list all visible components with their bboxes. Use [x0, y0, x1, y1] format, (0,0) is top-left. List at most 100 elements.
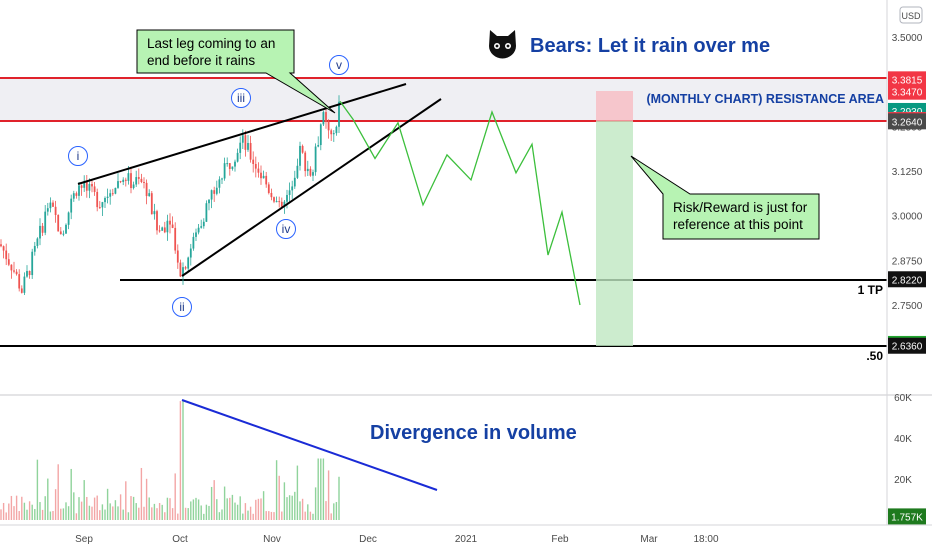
volume-bar — [239, 496, 241, 520]
candle-body — [124, 179, 127, 181]
candle-body — [46, 208, 49, 212]
volume-bar — [283, 482, 286, 520]
price-flag-box — [888, 113, 926, 130]
candle-body — [41, 225, 44, 233]
candle-body — [28, 270, 31, 276]
price-tick-label: 3.0000 — [892, 212, 923, 223]
volume-bar — [338, 476, 340, 520]
volume-bar — [192, 499, 195, 520]
volume-bar — [213, 480, 215, 520]
candle-body — [44, 211, 47, 233]
candle-body — [249, 142, 252, 160]
candle-body — [338, 101, 340, 127]
volume-bar — [36, 459, 39, 520]
volume-bar — [216, 499, 218, 520]
wave-label-i-text: i — [77, 149, 80, 163]
volume-bar — [229, 497, 231, 520]
candle-body — [286, 194, 288, 202]
wave-note-line-2: end before it rains — [147, 53, 255, 68]
candle-body — [72, 193, 75, 199]
candle-body — [101, 202, 104, 208]
volume-bar — [234, 502, 236, 520]
candle-body — [330, 130, 333, 135]
candle-body — [109, 193, 112, 197]
price-flag-label: 3.3470 — [892, 88, 923, 99]
candle-body — [221, 178, 223, 180]
time-axis[interactable]: Sep Oct Nov Dec 2021 Feb Mar 18:00 — [75, 534, 719, 545]
volume-bar — [273, 512, 275, 520]
volume-bar — [145, 478, 148, 520]
volume-axis[interactable]: 60K 40K 20K 1.757K — [888, 393, 926, 525]
candle-body — [54, 206, 57, 215]
volume-bar — [221, 509, 223, 520]
wave-label-iii: iii — [231, 88, 251, 108]
candle-body — [223, 163, 226, 179]
candle-body — [59, 231, 62, 235]
candle-body — [114, 187, 117, 194]
wave-label-ii-text: ii — [179, 300, 184, 314]
rr-note-callout[interactable]: Risk/Reward is just for reference at thi… — [630, 155, 820, 240]
volume-bar — [255, 499, 257, 520]
price-flag-label: 3.2640 — [892, 117, 923, 128]
volume-tick-label: 40K — [894, 434, 912, 445]
candle-body — [70, 198, 73, 213]
volume-bar — [114, 500, 117, 520]
volume-bar — [296, 465, 299, 520]
projection-path[interactable] — [339, 100, 581, 306]
volume-bar — [249, 506, 252, 520]
volume-divergence-line[interactable] — [181, 399, 438, 491]
currency-badge[interactable] — [899, 6, 923, 24]
wave-note-line-1: Last leg coming to an — [147, 36, 275, 51]
candle-body — [2, 246, 5, 251]
reward-box[interactable] — [596, 121, 633, 346]
candle-body — [270, 192, 273, 198]
volume-bar — [83, 480, 85, 520]
volume-tick-label: 60K — [894, 393, 912, 404]
volume-bar — [252, 513, 254, 520]
volume-bar — [130, 496, 132, 520]
volume-bar — [125, 481, 127, 520]
tp1-label: 1 TP — [858, 283, 883, 297]
wedge-lower-line[interactable] — [181, 98, 442, 277]
candle-body — [158, 230, 161, 232]
volume-bar — [119, 494, 122, 520]
candle-body — [0, 244, 2, 247]
volume-bar — [143, 506, 145, 520]
volume-bar — [52, 511, 54, 520]
candle-body — [278, 201, 281, 203]
volume-bar — [325, 501, 327, 520]
candle-body — [127, 173, 130, 181]
volume-bar — [158, 503, 161, 520]
candle-body — [5, 250, 8, 260]
risk-box[interactable] — [596, 91, 633, 121]
candle-body — [262, 175, 265, 179]
candle-body — [241, 135, 244, 143]
volume-bar — [127, 512, 130, 520]
volume-bar — [309, 511, 312, 520]
candle-body — [231, 166, 234, 169]
volume-flag-label: 1.757K — [891, 512, 923, 523]
volume-bar — [301, 498, 304, 520]
volume-bar — [265, 511, 267, 520]
candle-body — [275, 201, 278, 203]
resistance-band — [0, 78, 887, 121]
volume-bar — [262, 491, 265, 520]
candle-body — [78, 185, 80, 196]
candle-body — [33, 245, 36, 252]
wave-note-callout[interactable]: Last leg coming to an end before it rain… — [136, 29, 336, 114]
wedge-upper-line[interactable] — [77, 83, 407, 185]
candle-body — [208, 199, 210, 204]
volume-bar — [67, 506, 70, 520]
candle-body — [184, 267, 187, 269]
volume-bar — [41, 509, 44, 520]
volume-bar — [34, 508, 36, 520]
volume-bar — [333, 503, 335, 520]
candle-body — [80, 185, 83, 188]
candle-body — [156, 211, 158, 231]
candle-body — [252, 159, 255, 165]
volume-bar — [294, 491, 296, 520]
candle-body — [163, 227, 166, 233]
candle-body — [239, 142, 242, 153]
volume-bar — [101, 504, 104, 520]
